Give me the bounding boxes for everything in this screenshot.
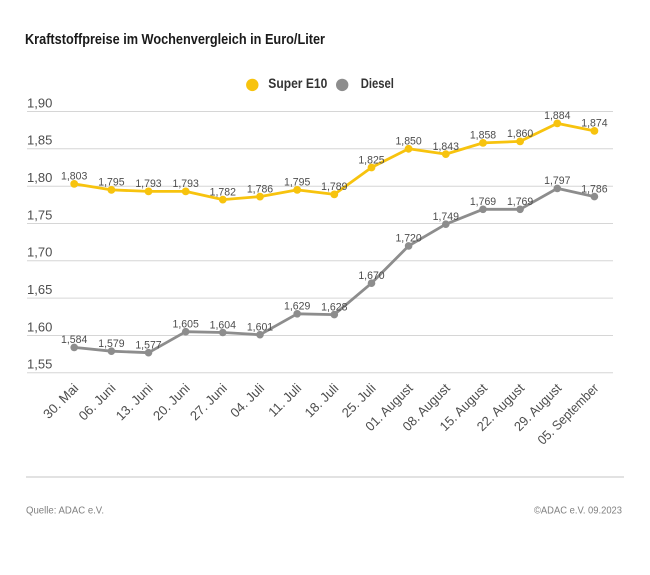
svg-text:1,577: 1,577: [135, 340, 161, 352]
svg-text:1,584: 1,584: [61, 334, 87, 346]
svg-text:1,782: 1,782: [210, 186, 236, 198]
svg-text:1,793: 1,793: [173, 178, 199, 190]
svg-text:1,803: 1,803: [61, 171, 87, 183]
svg-text:©ADAC e.V. 09.2023: ©ADAC e.V. 09.2023: [534, 505, 622, 517]
svg-text:1,874: 1,874: [581, 118, 607, 130]
svg-text:1,786: 1,786: [581, 183, 607, 195]
svg-text:1,85: 1,85: [27, 133, 52, 148]
svg-text:1,65: 1,65: [27, 282, 52, 297]
svg-text:1,860: 1,860: [507, 128, 533, 140]
svg-text:1,70: 1,70: [27, 245, 52, 260]
svg-text:1,629: 1,629: [284, 301, 310, 313]
svg-text:1,797: 1,797: [544, 175, 570, 187]
svg-text:1,795: 1,795: [284, 177, 310, 189]
svg-text:1,825: 1,825: [358, 154, 384, 166]
svg-text:Super E10: Super E10: [268, 76, 327, 91]
svg-text:1,884: 1,884: [544, 110, 570, 122]
svg-text:1,80: 1,80: [27, 170, 52, 185]
svg-text:1,60: 1,60: [27, 319, 52, 334]
svg-text:1,628: 1,628: [321, 301, 347, 313]
svg-text:Diesel: Diesel: [361, 76, 394, 91]
svg-text:1,749: 1,749: [433, 211, 459, 223]
svg-text:1,90: 1,90: [27, 95, 52, 110]
svg-text:1,786: 1,786: [247, 183, 273, 195]
svg-text:1,795: 1,795: [98, 177, 124, 189]
svg-text:1,579: 1,579: [98, 338, 124, 350]
svg-text:1,670: 1,670: [358, 270, 384, 282]
svg-text:1,793: 1,793: [135, 178, 161, 190]
svg-text:1,769: 1,769: [470, 196, 496, 208]
svg-text:1,601: 1,601: [247, 322, 273, 334]
svg-text:1,850: 1,850: [395, 136, 421, 148]
svg-text:1,843: 1,843: [433, 141, 459, 153]
svg-text:1,604: 1,604: [210, 319, 236, 331]
svg-text:1,605: 1,605: [173, 319, 199, 331]
svg-text:1,720: 1,720: [395, 233, 421, 245]
svg-text:1,789: 1,789: [321, 181, 347, 193]
svg-text:Kraftstoffpreise im Wochenverg: Kraftstoffpreise im Wochenvergleich in E…: [25, 31, 325, 48]
svg-text:1,55: 1,55: [27, 357, 52, 372]
svg-text:1,858: 1,858: [470, 130, 496, 142]
svg-text:Quelle: ADAC e.V.: Quelle: ADAC e.V.: [26, 505, 104, 517]
svg-text:1,769: 1,769: [507, 196, 533, 208]
svg-text:1,75: 1,75: [27, 207, 52, 222]
